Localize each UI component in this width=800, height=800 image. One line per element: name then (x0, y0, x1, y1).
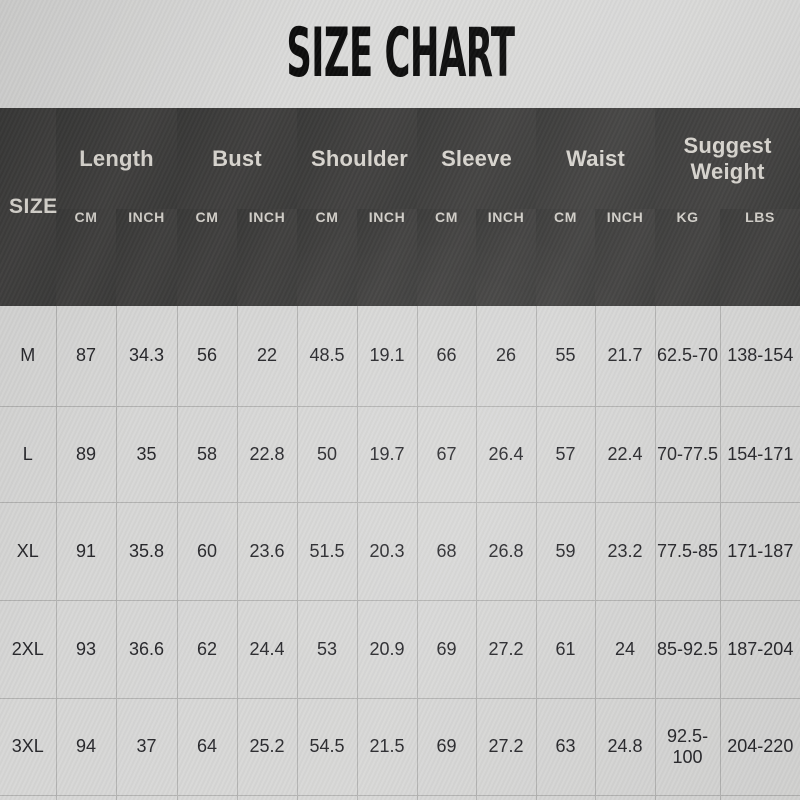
size-cell: 2XL (0, 599, 56, 698)
cell: 94 (55, 697, 116, 795)
cell: 26.8 (475, 501, 537, 600)
cell: 67 (416, 405, 477, 502)
table-header: SIZE Length Bust Shoulder Sleeve Waist S… (0, 108, 800, 306)
cell: 91 (55, 501, 116, 600)
cell: 48.5 (296, 306, 358, 406)
cell: 20.3 (356, 501, 418, 600)
cell: 36.6 (115, 599, 178, 698)
cell: 51.5 (296, 501, 358, 600)
cell: 53 (296, 599, 358, 698)
cell: 55 (535, 306, 596, 406)
cell: 22 (236, 306, 298, 406)
cell: 25.2 (236, 697, 298, 795)
table-row-l: L 89 35 58 22.8 50 19.7 67 26.4 57 22.4 … (0, 405, 800, 502)
unit-sleeve-inch: INCH (476, 209, 537, 306)
unit-shoulder-cm: CM (297, 209, 358, 306)
cell: 154-171 (719, 405, 800, 502)
cell: 63 (535, 697, 596, 795)
cell: 204-220 (719, 697, 800, 795)
cell: 19.7 (356, 405, 418, 502)
cell: 34.3 (115, 306, 178, 406)
unit-length-cm: CM (56, 209, 116, 306)
cell: 56 (176, 306, 238, 406)
size-cell: 3XL (0, 697, 56, 795)
cell: 21.5 (356, 697, 418, 795)
cell: 64 (176, 697, 238, 795)
cell: 22.8 (236, 405, 298, 502)
table-row-m: M 87 34.3 56 22 48.5 19.1 66 26 55 21.7 … (0, 306, 800, 406)
unit-bust-cm: CM (177, 209, 238, 306)
cell: 69 (416, 599, 477, 698)
cell: 171-187 (719, 501, 800, 600)
cell: 62 (176, 599, 238, 698)
cell: 35 (115, 405, 178, 502)
cell: 61 (535, 599, 596, 698)
cell: 66 (416, 306, 477, 406)
cell: 20.9 (356, 599, 418, 698)
cell: 27.2 (475, 599, 537, 698)
column-header-length: Length (56, 108, 178, 209)
column-header-bust: Bust (177, 108, 298, 209)
size-cell: M (20, 345, 36, 366)
cell: 58 (176, 405, 238, 502)
cell: 68 (416, 501, 477, 600)
unit-waist-inch: INCH (595, 209, 656, 306)
cell: 87 (55, 306, 116, 406)
table-body: M 87 34.3 56 22 48.5 19.1 66 26 55 21.7 … (0, 306, 800, 800)
cell: 138-154 (719, 306, 800, 406)
cell: 60 (176, 501, 238, 600)
cell: 27.2 (475, 697, 537, 795)
cell: 93 (55, 599, 116, 698)
cell: 26.4 (475, 405, 537, 502)
column-header-waist: Waist (536, 108, 656, 209)
unit-sleeve-cm: CM (417, 209, 477, 306)
unit-waist-cm: CM (536, 209, 596, 306)
header-unit-row: CM INCH CM INCH CM INCH CM INCH CM INCH … (0, 209, 800, 306)
cell: 26 (475, 306, 537, 406)
column-header-suggest-weight: Suggest Weight (655, 108, 800, 209)
cell: 50 (296, 405, 358, 502)
cell: 35.8 (115, 501, 178, 600)
unit-length-inch: INCH (116, 209, 178, 306)
size-chart-table: SIZE Length Bust Shoulder Sleeve Waist S… (0, 108, 800, 800)
cell: 24.4 (236, 599, 298, 698)
cell: 70-77.5 (654, 405, 721, 502)
cell: 24.8 (594, 697, 656, 795)
unit-weight-lbs: LBS (720, 209, 800, 306)
column-header-size: SIZE (0, 108, 57, 306)
cell: 57 (535, 405, 596, 502)
cell: 89 (55, 405, 116, 502)
column-header-shoulder: Shoulder (297, 108, 418, 209)
cell: 24 (594, 599, 656, 698)
header-group-row: SIZE Length Bust Shoulder Sleeve Waist S… (0, 108, 800, 306)
table-row-xl: XL 91 35.8 60 23.6 51.5 20.3 68 26.8 59 … (0, 501, 800, 600)
table-row-2xl: 2XL 93 36.6 62 24.4 53 20.9 69 27.2 61 2… (0, 599, 800, 698)
column-header-sleeve: Sleeve (417, 108, 537, 209)
cell: 23.2 (594, 501, 656, 600)
cell: 187-204 (719, 599, 800, 698)
cell: 77.5-85 (654, 501, 721, 600)
cell: 54.5 (296, 697, 358, 795)
cell: 69 (416, 697, 477, 795)
cell: 85-92.5 (654, 599, 721, 698)
unit-bust-inch: INCH (237, 209, 298, 306)
cell: 62.5-70 (654, 306, 721, 406)
table-row-3xl: 3XL 94 37 64 25.2 54.5 21.5 69 27.2 63 2… (0, 697, 800, 795)
cell: 21.7 (594, 306, 656, 406)
cell: 23.6 (236, 501, 298, 600)
unit-weight-kg: KG (655, 209, 721, 306)
cell: 92.5-100 (654, 697, 721, 795)
cell: 59 (535, 501, 596, 600)
title-band: SIZE CHART (0, 0, 800, 108)
size-cell: XL (0, 501, 56, 600)
table-row-clipped (0, 794, 800, 800)
cell: 37 (115, 697, 178, 795)
unit-shoulder-inch: INCH (357, 209, 418, 306)
cell: 22.4 (594, 405, 656, 502)
cell: 19.1 (356, 306, 418, 406)
size-cell: L (0, 405, 56, 502)
page-title: SIZE CHART (285, 14, 515, 93)
